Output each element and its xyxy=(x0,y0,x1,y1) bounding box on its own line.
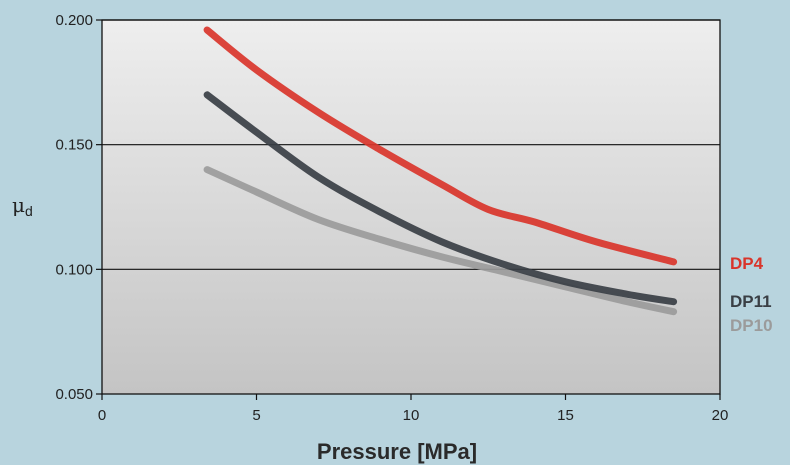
y-axis-title: μ xyxy=(12,193,25,217)
series-label-dp11: DP11 xyxy=(730,292,772,311)
x-tick-label-0: 0 xyxy=(98,407,106,424)
series-line-dp4 xyxy=(203,26,678,266)
x-tick-label-1: 5 xyxy=(252,407,260,424)
x-tick-label-3: 15 xyxy=(557,407,574,424)
x-tick-label-4: 20 xyxy=(712,407,729,424)
series-line-dp11 xyxy=(203,91,678,306)
y-tick-label-2: 0.150 xyxy=(55,137,93,154)
series-line-dp10 xyxy=(203,166,678,316)
y-axis-title-subscript: d xyxy=(25,203,33,219)
x-tick-label-2: 10 xyxy=(403,407,420,424)
plot-area xyxy=(102,20,720,394)
y-tick-label-1: 0.100 xyxy=(55,261,93,278)
x-axis-title: Pressure [MPa] xyxy=(317,439,477,464)
y-tick-label-3: 0.200 xyxy=(55,12,93,29)
series-label-dp10: DP10 xyxy=(730,316,773,335)
y-tick-label-0: 0.050 xyxy=(55,386,93,403)
series-label-dp4: DP4 xyxy=(730,254,764,273)
